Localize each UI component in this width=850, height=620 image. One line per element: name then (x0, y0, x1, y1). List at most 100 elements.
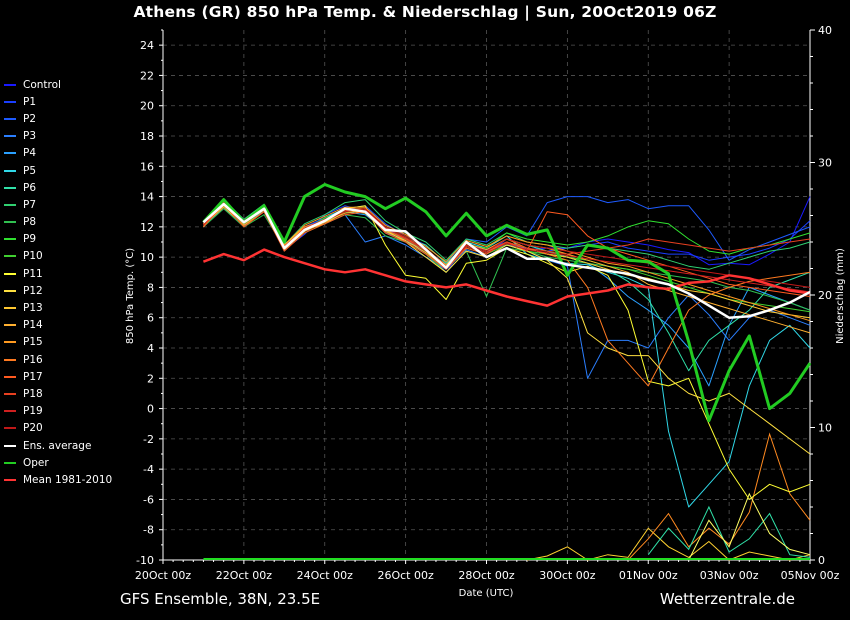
legend-swatch (4, 324, 16, 327)
legend-swatch (4, 410, 16, 413)
y-tick-label: 10 (140, 251, 154, 264)
legend-swatch (4, 341, 16, 344)
legend-swatch (4, 100, 16, 103)
legend-item: Ens. average (4, 437, 130, 454)
precipitation-series (203, 432, 811, 561)
precip-line (627, 432, 811, 561)
legend-swatch (4, 444, 16, 447)
precip-line (688, 492, 811, 561)
y-tick-label: 12 (140, 221, 154, 234)
ens-average-line (202, 202, 811, 319)
temperature-series (202, 183, 812, 508)
legend-item: Control (4, 76, 130, 93)
legend-item: P17 (4, 368, 130, 385)
oper-line (202, 183, 812, 423)
legend-item: P14 (4, 317, 130, 334)
legend-item: P7 (4, 196, 130, 213)
member-line (203, 203, 811, 387)
legend-item: P11 (4, 265, 130, 282)
y2-axis-label: Niederschlag (mm) (835, 248, 846, 344)
legend-swatch (4, 135, 16, 138)
tick-labels: -10-8-6-4-202468101214161820222401020304… (135, 24, 840, 582)
legend-item: P8 (4, 214, 130, 231)
legend-label: P15 (23, 336, 43, 349)
x-tick-label: 01Nov 00z (619, 569, 678, 582)
y-tick-label: 24 (140, 39, 154, 52)
legend-label: P11 (23, 267, 43, 280)
x-tick-label: 20Oct 00z (135, 569, 192, 582)
legend-label: P18 (23, 387, 43, 400)
precip-line (647, 505, 811, 558)
legend: Control P1 P2 P3 P4 P5 P6 P7 P8 P9 P10 P11 P12 P13 P14… (4, 76, 130, 489)
legend-item: P19 (4, 403, 130, 420)
legend-label: P1 (23, 95, 37, 108)
legend-label: P5 (23, 164, 37, 177)
legend-item: Oper (4, 454, 130, 471)
legend-swatch (4, 203, 16, 206)
legend-label: P3 (23, 130, 37, 143)
y-tick-label: 2 (147, 372, 154, 385)
legend-label: P20 (23, 422, 43, 435)
legend-item: P2 (4, 110, 130, 127)
legend-swatch (4, 83, 16, 86)
y-tick-label: -8 (143, 524, 154, 537)
x-axis-label: Date (UTC) (459, 588, 514, 599)
y-tick-label: -4 (143, 463, 154, 476)
legend-label: P7 (23, 198, 37, 211)
legend-item: P4 (4, 145, 130, 162)
legend-swatch (4, 375, 16, 378)
y-tick-label: 8 (147, 281, 154, 294)
legend-item: P13 (4, 299, 130, 316)
legend-item: P16 (4, 351, 130, 368)
legend-label: Mean 1981-2010 (23, 473, 113, 486)
y2-tick-label: 30 (818, 157, 832, 170)
legend-swatch (4, 461, 16, 464)
x-tick-label: 22Oct 00z (216, 569, 273, 582)
chart-title: Athens (GR) 850 hPa Temp. & Niederschlag… (133, 3, 717, 21)
legend-swatch (4, 186, 16, 189)
legend-item: P12 (4, 282, 130, 299)
precip-line (526, 527, 811, 561)
member-line (203, 200, 811, 322)
y-tick-label: 4 (147, 342, 154, 355)
legend-item: P15 (4, 334, 130, 351)
legend-swatch (4, 238, 16, 241)
y-tick-label: -10 (136, 554, 154, 567)
legend-swatch (4, 169, 16, 172)
axes (159, 29, 815, 564)
legend-swatch (4, 272, 16, 275)
legend-label: P16 (23, 353, 43, 366)
legend-swatch (4, 289, 16, 292)
legend-swatch (4, 427, 16, 430)
legend-swatch (4, 307, 16, 310)
legend-label: P9 (23, 233, 37, 246)
legend-swatch (4, 152, 16, 155)
mean-1981-2010-line (202, 248, 811, 307)
x-tick-label: 26Oct 00z (377, 569, 434, 582)
x-tick-label: 05Nov 00z (781, 569, 840, 582)
legend-swatch (4, 221, 16, 224)
legend-item: P10 (4, 248, 130, 265)
member-line (203, 202, 811, 387)
legend-label: P6 (23, 181, 37, 194)
legend-label: P13 (23, 302, 43, 315)
member-line (203, 202, 811, 293)
legend-item: P3 (4, 128, 130, 145)
legend-item: P9 (4, 231, 130, 248)
footer-brand: Wetterzentrale.de (659, 590, 795, 608)
legend-label: P4 (23, 147, 37, 160)
legend-label: P19 (23, 405, 43, 418)
x-tick-label: 30Oct 00z (539, 569, 596, 582)
legend-label: Ens. average (23, 439, 92, 452)
y-tick-label: 16 (140, 160, 154, 173)
member-line (203, 196, 811, 264)
legend-label: P2 (23, 112, 37, 125)
legend-item: P6 (4, 179, 130, 196)
x-tick-label: 03Nov 00z (700, 569, 759, 582)
grid (162, 30, 811, 560)
y-tick-label: 0 (147, 403, 154, 416)
legend-swatch (4, 255, 16, 258)
y2-tick-label: 40 (818, 24, 832, 37)
y2-tick-label: 0 (818, 554, 825, 567)
